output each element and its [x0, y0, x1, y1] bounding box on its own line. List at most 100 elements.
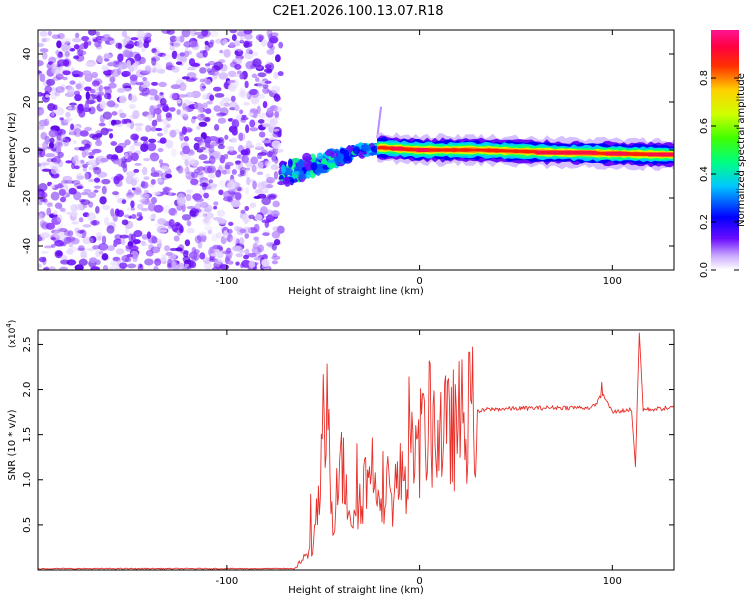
noise-speckle	[233, 40, 241, 47]
noise-speckle	[274, 54, 281, 63]
noise-speckle	[98, 122, 106, 127]
noise-speckle	[112, 119, 122, 125]
noise-speckle	[57, 222, 64, 231]
noise-speckle	[41, 37, 47, 43]
noise-speckle	[227, 188, 238, 195]
noise-speckle	[87, 212, 96, 222]
noise-speckle	[202, 165, 213, 174]
noise-speckle	[135, 82, 144, 86]
signal-core	[415, 148, 430, 152]
noise-speckle	[141, 70, 151, 74]
noise-speckle	[189, 210, 197, 218]
colorbar-ticks: 0.0 0.2 0.4 0.6 0.8	[699, 70, 739, 278]
noise-speckle	[124, 152, 129, 159]
noise-speckle	[262, 232, 270, 237]
noise-speckle	[273, 93, 281, 102]
noise-speckle	[108, 221, 116, 226]
noise-speckle	[154, 50, 161, 57]
noise-speckle	[129, 103, 136, 110]
noise-speckle	[135, 126, 143, 132]
noise-speckle	[169, 35, 178, 42]
noise-speckle	[98, 250, 104, 255]
noise-speckle	[204, 40, 209, 46]
noise-speckle	[108, 266, 119, 270]
noise-speckle	[82, 224, 92, 228]
noise-speckle	[44, 245, 53, 249]
noise-speckle	[219, 154, 226, 164]
noise-speckle	[72, 37, 82, 43]
noise-speckle	[217, 138, 223, 143]
noise-speckle	[58, 188, 67, 196]
noise-speckle	[263, 68, 273, 73]
transition-blob	[282, 176, 291, 185]
noise-speckle	[144, 258, 154, 266]
noise-speckle	[94, 177, 101, 183]
noise-speckle	[89, 235, 97, 244]
noise-speckle	[180, 249, 190, 255]
noise-speckle	[224, 134, 229, 140]
noise-speckle	[78, 48, 84, 57]
noise-speckle	[252, 58, 262, 68]
snr-ticks: -100 0 100 0.5 1.0 1.5 2.0 2.5	[22, 330, 674, 587]
noise-speckle	[139, 92, 149, 96]
noise-speckle	[196, 136, 204, 141]
noise-speckle	[67, 247, 73, 256]
noise-speckle	[82, 163, 89, 168]
noise-speckle	[266, 49, 275, 55]
noise-speckle	[213, 105, 221, 112]
noise-speckle	[110, 260, 119, 267]
noise-speckle	[91, 71, 99, 79]
noise-speckle	[99, 196, 107, 205]
noise-speckle	[228, 145, 235, 152]
noise-speckle	[273, 117, 281, 121]
noise-speckle	[39, 48, 49, 53]
noise-speckle	[270, 32, 279, 37]
noise-speckle	[140, 181, 149, 189]
noise-speckle	[134, 162, 142, 167]
noise-speckle	[89, 88, 96, 94]
noise-speckle	[59, 266, 69, 270]
noise-speckle	[122, 49, 130, 58]
noise-speckle	[184, 239, 191, 247]
noise-speckle	[186, 72, 197, 79]
noise-speckle	[124, 226, 129, 235]
noise-speckle	[38, 42, 45, 47]
colorbar-tick-label: 0.6	[699, 118, 710, 134]
noise-speckle	[84, 86, 92, 92]
noise-speckle	[88, 155, 95, 159]
noise-speckle	[130, 152, 139, 162]
noise-speckle	[73, 191, 82, 201]
noise-speckle	[221, 97, 232, 102]
noise-speckle	[227, 80, 232, 84]
noise-speckle	[74, 32, 80, 39]
noise-speckle	[159, 97, 167, 106]
noise-speckle	[151, 81, 159, 86]
noise-speckle	[141, 200, 152, 206]
noise-speckle	[244, 248, 250, 254]
noise-speckle	[162, 117, 170, 126]
noise-speckle	[73, 55, 80, 60]
noise-speckle	[128, 93, 133, 101]
noise-speckle	[245, 48, 253, 55]
noise-speckle	[170, 84, 181, 90]
noise-speckle	[39, 73, 46, 82]
noise-speckle	[238, 132, 244, 142]
noise-speckle	[155, 127, 163, 132]
noise-speckle	[93, 166, 102, 175]
noise-speckle	[271, 230, 281, 239]
noise-speckle	[213, 124, 220, 131]
noise-speckle	[45, 153, 56, 158]
noise-speckle	[45, 222, 56, 230]
noise-speckle	[249, 127, 259, 132]
noise-speckle	[217, 117, 227, 124]
noise-speckle	[217, 144, 225, 150]
noise-speckle	[111, 68, 121, 78]
noise-speckle	[202, 213, 208, 217]
noise-speckle	[110, 141, 118, 146]
noise-speckle	[199, 82, 206, 92]
noise-speckle	[68, 187, 77, 195]
noise-speckle	[121, 70, 131, 77]
noise-speckle	[213, 206, 218, 210]
noise-speckle	[270, 164, 280, 171]
noise-speckle	[185, 193, 192, 202]
